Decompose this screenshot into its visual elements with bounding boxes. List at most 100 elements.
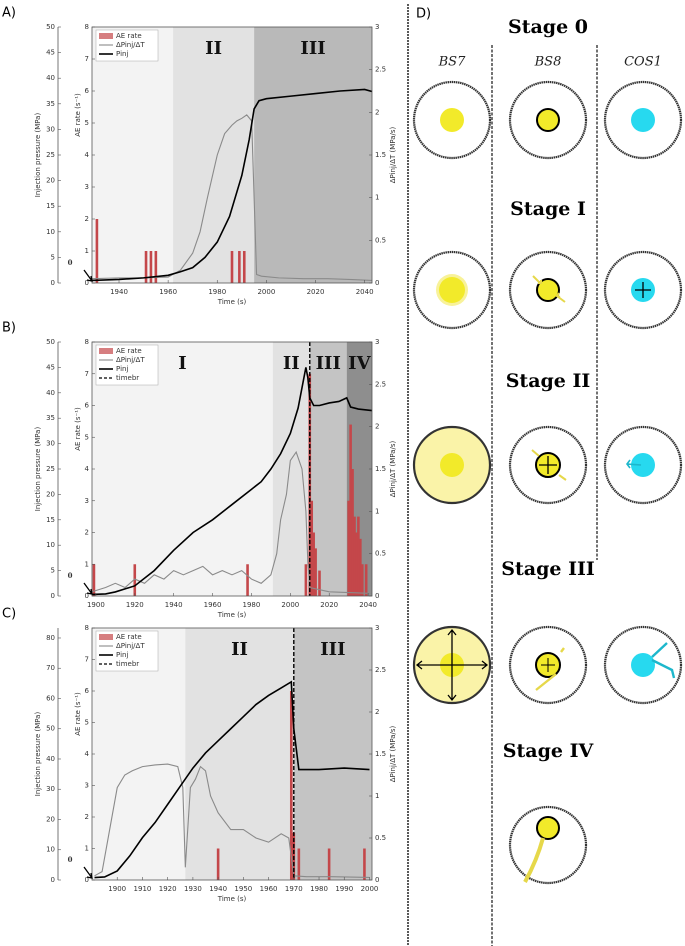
y-tick-label: 40 — [46, 389, 55, 397]
legend-label: Pinj — [116, 651, 128, 659]
ae-bar — [327, 848, 331, 880]
stage-title: Stage 0 — [508, 16, 588, 38]
y-tick-label: 45 — [46, 363, 55, 371]
charts: A)IIIIII0510152025303540455001234567800.… — [2, 6, 397, 904]
y3-tick-label: 1 — [375, 507, 379, 515]
y3-tick-label: 1.5 — [375, 151, 386, 159]
annotation-arrow — [83, 269, 93, 282]
y2-tick-label: 1 — [85, 845, 89, 853]
ae-bar — [308, 373, 312, 596]
x-axis-title: Time (s) — [217, 895, 247, 903]
x-tick-label: 1980 — [243, 601, 261, 609]
y3-tick-label: 3 — [375, 23, 379, 31]
y2-axis-title: AE rate (s⁻¹) — [74, 407, 82, 451]
x-tick-label: 1960 — [260, 885, 278, 893]
y-tick-label: 25 — [46, 465, 55, 473]
column-header: COS1 — [624, 55, 662, 70]
stage-label: I — [178, 353, 186, 374]
data-line — [91, 367, 373, 596]
data-line — [91, 450, 373, 595]
x-tick-label: 2000 — [257, 288, 275, 296]
x-tick-label: 1900 — [87, 601, 105, 609]
stage-label: II — [283, 353, 300, 374]
ae-bar — [238, 251, 241, 283]
y3-axis-title: ΔPinj/ΔT (MPa/s) — [389, 126, 397, 183]
ae-bar — [289, 691, 293, 880]
y3-tick-label: 2 — [375, 423, 379, 431]
y-tick-label: 40 — [46, 74, 55, 82]
annotation: 0 — [68, 571, 73, 580]
y3-axis-title: ΔPinj/ΔT (MPa/s) — [389, 440, 397, 497]
x-tick-label: 1920 — [126, 601, 144, 609]
ae-bar — [149, 251, 153, 283]
stage-label: III — [320, 639, 345, 660]
stage-title: Stage II — [506, 370, 591, 392]
column-header: BS8 — [534, 55, 562, 70]
y-tick-label: 15 — [46, 202, 55, 210]
ae-bar — [359, 538, 362, 596]
stage-2-sketches — [412, 425, 683, 505]
legend-label: timebr — [116, 660, 139, 668]
y-tick-label: 10 — [46, 846, 55, 854]
x-tick-label: 1940 — [110, 288, 128, 296]
y3-tick-label: 2.5 — [375, 666, 386, 674]
y-tick-label: 35 — [46, 414, 55, 422]
y2-tick-label: 5 — [85, 719, 89, 727]
data-line — [91, 88, 373, 282]
legend-label: AE rate — [116, 347, 142, 355]
stage-band — [293, 628, 372, 880]
stage-title: Stage I — [510, 198, 586, 220]
x-tick-label: 1940 — [209, 885, 227, 893]
x-tick-label: 1910 — [134, 885, 152, 893]
y3-tick-label: 1 — [375, 792, 379, 800]
y2-axis-title: AE rate (s⁻¹) — [74, 93, 82, 137]
ae-bar — [242, 251, 246, 283]
ae-bar — [310, 500, 314, 596]
x-tick-label: 1950 — [234, 885, 252, 893]
x-tick-label: 1980 — [310, 885, 328, 893]
y-tick-label: 0 — [51, 279, 55, 287]
x-axis-title: Time (s) — [217, 611, 247, 619]
ae-bar — [318, 570, 321, 596]
stage-label: III — [316, 353, 341, 374]
y2-tick-label: 2 — [85, 529, 89, 537]
y2-tick-label: 6 — [85, 87, 90, 95]
y2-tick-label: 0 — [85, 279, 89, 287]
y-tick-label: 0 — [51, 592, 55, 600]
ae-bar — [92, 564, 96, 596]
y3-tick-label: 3 — [375, 338, 379, 346]
ae-bar — [297, 848, 301, 880]
y2-tick-label: 6 — [85, 402, 90, 410]
x-tick-label: 1940 — [165, 601, 183, 609]
y-tick-label: 70 — [46, 664, 55, 672]
y2-tick-label: 2 — [85, 215, 89, 223]
y-tick-label: 20 — [46, 490, 55, 498]
stage-title: Stage III — [501, 558, 595, 580]
legend-label: timebr — [116, 374, 139, 382]
y-tick-label: 40 — [46, 755, 55, 763]
y2-tick-label: 5 — [85, 119, 89, 127]
ae-bar — [154, 251, 158, 283]
y-tick-label: 15 — [46, 516, 55, 524]
column-header: BS7 — [438, 55, 466, 70]
y2-tick-label: 1 — [85, 560, 89, 568]
y2-tick-label: 3 — [85, 497, 89, 505]
ae-bar — [353, 516, 356, 596]
y-tick-label: 0 — [51, 876, 55, 884]
ae-bar — [230, 251, 234, 283]
y-tick-label: 30 — [46, 785, 55, 793]
y-tick-label: 35 — [46, 100, 55, 108]
legend-label: ΔPinj/ΔT — [116, 642, 145, 650]
y-tick-label: 30 — [46, 125, 55, 133]
ae-bar — [351, 469, 354, 596]
y2-tick-label: 7 — [85, 370, 89, 378]
y3-tick-label: 2.5 — [375, 66, 386, 74]
y2-tick-label: 8 — [85, 624, 89, 632]
stage-4-sketches — [508, 805, 588, 885]
y3-tick-label: 0 — [375, 592, 379, 600]
y3-axis-title: ΔPinj/ΔT (MPa/s) — [389, 725, 397, 782]
stage-band — [254, 27, 372, 283]
panel-label: C) — [2, 607, 16, 622]
y3-tick-label: 0.5 — [375, 550, 386, 558]
panel-label: A) — [2, 6, 16, 21]
